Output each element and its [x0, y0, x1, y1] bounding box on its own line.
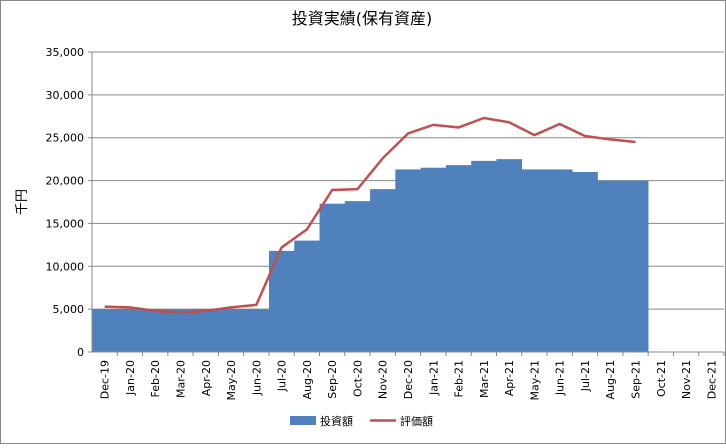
bar [597, 180, 624, 352]
x-tick-label: Dec-20 [402, 360, 415, 399]
x-tick-label: Sep-20 [326, 360, 339, 399]
x-tick-label: Mar-20 [174, 360, 187, 398]
x-tick-label: Apr-21 [503, 360, 516, 396]
y-tick-label: 15,000 [46, 217, 85, 230]
x-tick-label: May-20 [225, 360, 238, 401]
x-tick-label: Aug-20 [301, 360, 314, 399]
x-tick-label: Dec-21 [705, 360, 718, 399]
bar [319, 203, 346, 352]
x-tick-label: Apr-20 [200, 360, 213, 396]
bar [92, 309, 118, 352]
legend-label: 評価額 [400, 414, 433, 428]
x-tick-label: Sep-21 [630, 360, 643, 399]
x-tick-label: Jan-21 [427, 360, 440, 396]
y-tick-label: 35,000 [46, 46, 85, 59]
y-tick-label: 10,000 [46, 260, 85, 273]
x-tick-label: Feb-20 [149, 360, 162, 397]
y-axis-label: 千円 [15, 189, 30, 215]
bar [471, 160, 497, 352]
legend-swatch [290, 416, 316, 425]
x-tick-label: Jun-21 [554, 360, 567, 396]
x-tick-label: Jan-20 [124, 360, 137, 396]
bar [243, 309, 270, 352]
x-tick-label: Aug-21 [604, 360, 617, 399]
bar [218, 309, 244, 352]
y-tick-label: 25,000 [46, 132, 85, 145]
x-tick-label: Feb-21 [453, 360, 466, 397]
x-tick-label: Oct-20 [351, 360, 364, 397]
bar [294, 240, 320, 352]
bar [370, 189, 396, 352]
x-tick-label: May-21 [528, 360, 541, 401]
bar [167, 309, 194, 352]
y-tick-label: 20,000 [46, 175, 85, 188]
bar [117, 309, 143, 352]
x-tick-label: Jul-20 [276, 360, 289, 392]
x-tick-label: Nov-20 [377, 360, 390, 399]
bar [445, 165, 472, 352]
x-tick-label: Jul-21 [579, 360, 592, 392]
y-tick-label: 0 [77, 346, 84, 359]
bar [420, 167, 447, 352]
x-tick-label: Oct-21 [655, 360, 668, 397]
x-tick-label: Nov-21 [680, 360, 693, 399]
bar [572, 172, 598, 352]
bar [547, 169, 573, 352]
x-tick-label: Dec-19 [99, 360, 112, 399]
bar [344, 201, 371, 352]
legend-label: 投資額 [320, 414, 353, 428]
line [104, 116, 636, 314]
bar [496, 159, 523, 352]
bar [521, 169, 548, 352]
x-tick-label: Jun-20 [250, 360, 263, 396]
x-tick-label: Mar-21 [478, 360, 491, 398]
bar [395, 169, 421, 352]
y-tick-label: 30,000 [46, 89, 85, 102]
y-tick-label: 5,000 [53, 303, 85, 316]
bar [193, 309, 219, 352]
bar [622, 180, 649, 352]
chart-title: 投資実績(保有資産) [292, 9, 433, 28]
bar [142, 309, 169, 352]
